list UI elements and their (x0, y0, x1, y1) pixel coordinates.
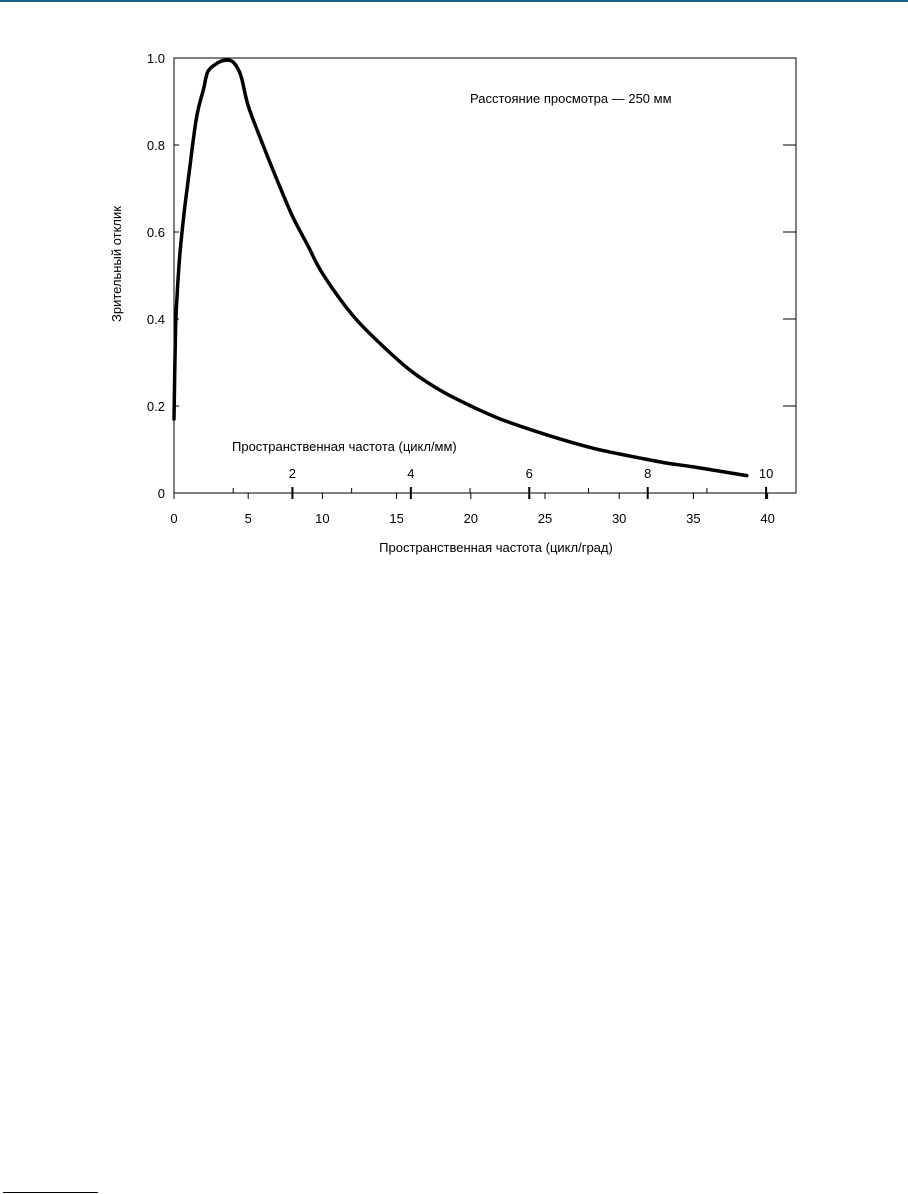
y-tick-label: 0.2 (147, 399, 165, 414)
x-tick-label: 30 (612, 511, 626, 526)
x2-tick-label: 2 (289, 466, 296, 481)
x-tick-label: 40 (760, 511, 774, 526)
x-tick-label: 20 (464, 511, 478, 526)
secondary-x-axis: 2 4 6 8 10 (232, 466, 773, 499)
x2-tick-label: 10 (759, 466, 773, 481)
x2-tick-label: 8 (644, 466, 651, 481)
x2-tick-label: 6 (526, 466, 533, 481)
top-rule (0, 0, 908, 2)
x-tick-label: 5 (245, 511, 252, 526)
footnote-rule (3, 1192, 98, 1193)
viewing-distance-annotation: Расстояние просмотра — 250 мм (470, 91, 672, 106)
y-tick-label: 0.4 (147, 312, 165, 327)
y-axis: 0 0.2 0.4 0.6 0.8 1.0 (147, 51, 796, 501)
x-tick-label: 0 (170, 511, 177, 526)
y-tick-label: 0 (158, 486, 165, 501)
plot-frame (173, 57, 797, 494)
y-tick-label: 0.8 (147, 138, 165, 153)
x2-axis-title: Пространственная частота (цикл/мм) (232, 439, 457, 454)
y-axis-title: Зрительный отклик (109, 206, 124, 322)
response-curve (172, 58, 749, 478)
x-axis: 0 5 10 15 20 25 30 35 40 (170, 493, 775, 526)
x-axis-title: Пространственная частота (цикл/град) (379, 540, 613, 555)
y-tick-label: 0.6 (147, 225, 165, 240)
x-tick-label: 35 (686, 511, 700, 526)
x-tick-label: 25 (538, 511, 552, 526)
x2-tick-label: 4 (407, 466, 414, 481)
y-tick-label: 1.0 (147, 51, 165, 66)
x-tick-label: 10 (315, 511, 329, 526)
x-tick-label: 15 (389, 511, 403, 526)
